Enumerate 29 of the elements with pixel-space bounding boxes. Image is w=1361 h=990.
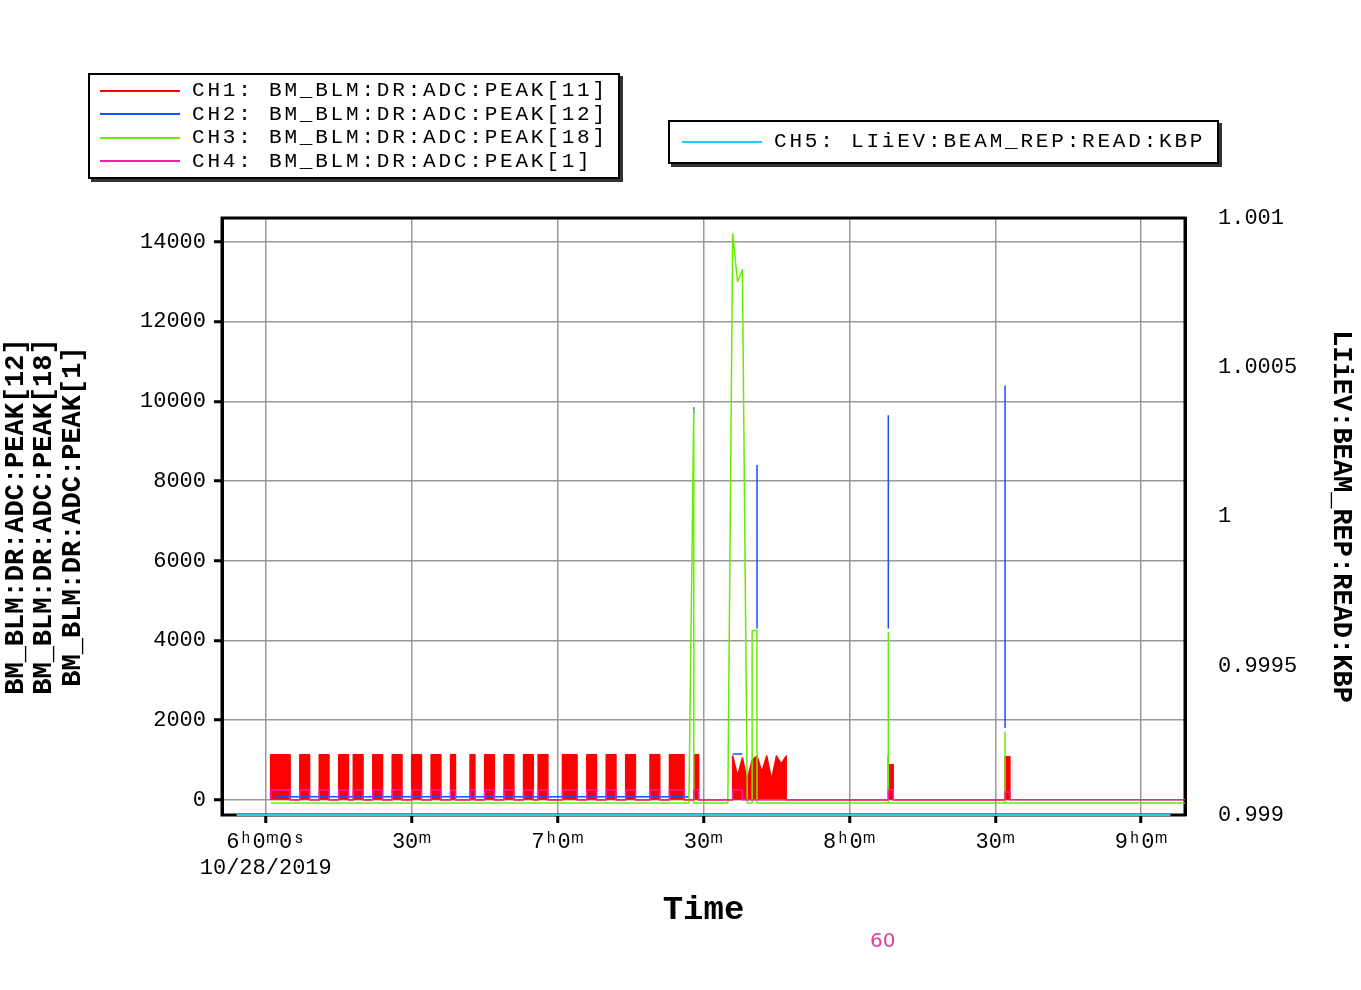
x-tick-label: 30ᵐ	[975, 830, 1016, 856]
y-tick-label: 8000	[153, 468, 206, 494]
y-tick-label: 2000	[153, 707, 206, 733]
y-tick-label: 6000	[153, 548, 206, 574]
y-tick-label: 4000	[153, 628, 206, 654]
legend-label: CH3: BM_BLM:DR:ADC:PEAK[18]	[192, 126, 608, 150]
x-tick-label: 9ʰ0ᵐ	[1114, 830, 1168, 856]
y-tick-label: 10000	[139, 389, 206, 415]
y-axis-title: BM_BLM:DR:ADC:PEAK[12] BM_BLM:DR:ADC:PEAK[18] BM_BLM:DR:ADC:PEAK[1]	[0, 338, 88, 695]
x-tick-label: 30ᵐ	[391, 830, 432, 856]
legend-label: CH5: LIiEV:BEAM_REP:READ:KBP	[774, 130, 1206, 154]
x-tick-label: 6ʰ0ᵐ0ˢ 10/28/2019	[199, 830, 332, 882]
y-tick-label: 0	[192, 787, 206, 813]
legend-label: CH1: BM_BLM:DR:ADC:PEAK[11]	[192, 79, 608, 103]
text: 60	[870, 928, 896, 952]
y2-tick-label: 1.001	[1218, 205, 1285, 231]
x-tick-label: 8ʰ0ᵐ	[823, 830, 876, 856]
legend-label: CH2: BM_BLM:DR:ADC:PEAK[12]	[192, 102, 608, 126]
y2-tick-label: 0.999	[1218, 802, 1285, 828]
y-tick-label: 12000	[139, 309, 206, 335]
x-tick-label: 7ʰ0ᵐ	[531, 830, 584, 856]
y2-axis-title: LIiEV:BEAM_REP:READ:KBP	[1326, 330, 1356, 703]
x-tick-label: 30ᵐ	[683, 830, 724, 856]
y2-tick-label: 1.0005	[1218, 355, 1298, 381]
y2-tick-label: 0.9995	[1218, 653, 1298, 679]
legend-label: CH4: BM_BLM:DR:ADC:PEAK[1]	[192, 149, 593, 173]
x-axis-title: Time	[662, 891, 745, 930]
y2-tick-label: 1	[1218, 504, 1232, 530]
y-tick-label: 14000	[139, 229, 206, 255]
